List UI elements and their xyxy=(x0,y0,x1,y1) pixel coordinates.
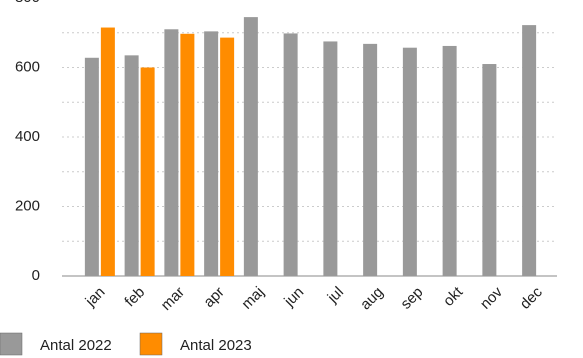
y-tick-label: 600 xyxy=(15,58,40,75)
bar xyxy=(220,37,235,276)
x-tick-label: maj xyxy=(238,284,267,313)
bar xyxy=(124,55,139,277)
y-tick-label: 200 xyxy=(15,197,40,214)
legend-swatch xyxy=(139,332,163,356)
bar xyxy=(84,57,99,276)
x-tick-label: mar xyxy=(158,284,188,314)
x-tick-label: sep xyxy=(397,284,426,313)
bar xyxy=(164,29,179,277)
bar xyxy=(323,41,338,276)
bar xyxy=(402,47,417,276)
bar xyxy=(180,33,195,277)
bar xyxy=(283,33,298,276)
bar xyxy=(442,45,457,276)
x-tick-label: okt xyxy=(440,283,467,310)
x-tick-label: dec xyxy=(517,283,546,312)
legend-label: Antal 2022 xyxy=(40,337,112,354)
y-tick-label: 400 xyxy=(15,128,40,145)
y-tick-label: 800 xyxy=(15,0,40,6)
bar xyxy=(243,17,258,277)
x-tick-label: jan xyxy=(82,284,109,311)
x-tick-label: aug xyxy=(357,284,387,314)
legend-swatch xyxy=(0,332,23,356)
bar xyxy=(140,67,155,276)
x-tick-label: apr xyxy=(200,284,227,311)
bar xyxy=(522,25,537,277)
x-tick-label: nov xyxy=(477,283,506,312)
x-tick-label: feb xyxy=(121,284,148,311)
legend-label: Antal 2023 xyxy=(180,337,252,354)
y-tick-label: 0 xyxy=(32,267,40,284)
bar xyxy=(482,64,497,277)
x-tick-label: jul xyxy=(324,284,347,307)
x-tick-label: jun xyxy=(280,284,307,311)
bar xyxy=(204,31,219,276)
bar xyxy=(100,27,115,276)
bar xyxy=(363,43,378,277)
